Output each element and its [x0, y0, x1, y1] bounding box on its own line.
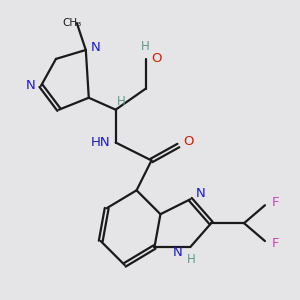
Text: N: N: [196, 188, 206, 200]
Text: HN: HN: [90, 136, 110, 149]
Text: O: O: [152, 52, 162, 65]
Text: H: H: [141, 40, 150, 53]
Text: H: H: [117, 95, 125, 108]
Text: CH₃: CH₃: [63, 18, 82, 28]
Text: N: N: [26, 79, 35, 92]
Text: F: F: [272, 237, 279, 250]
Text: N: N: [91, 41, 100, 54]
Text: O: O: [184, 135, 194, 148]
Text: F: F: [272, 196, 279, 209]
Text: N: N: [173, 246, 183, 259]
Text: H: H: [187, 253, 195, 266]
